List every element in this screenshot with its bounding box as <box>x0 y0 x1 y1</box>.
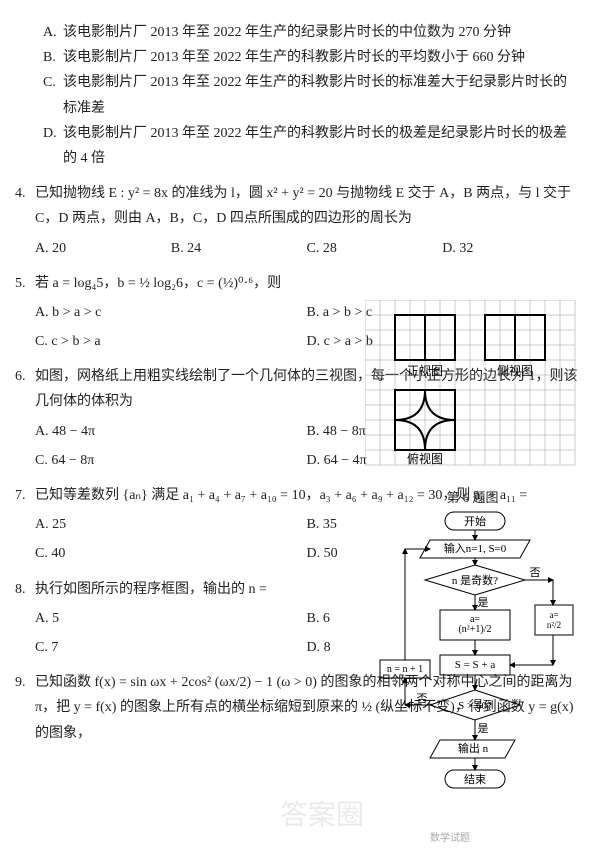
opt-c: C. 28 <box>307 236 443 261</box>
opt-d: D. 32 <box>442 236 578 261</box>
q-number: 7. <box>15 483 35 567</box>
opt-letter: A. <box>43 20 63 45</box>
opt-c: C. 64 − 8π <box>35 448 307 473</box>
opt-text: 该电影制片厂 2013 年至 2022 年生产的科教影片时长的极差是纪录影片时长… <box>63 121 578 171</box>
q-text: 已知抛物线 E : y² = 8x 的准线为 l，圆 x² + y² = 20 … <box>35 181 578 231</box>
opt-b: B. 24 <box>171 236 307 261</box>
opt-a: A. b > a > c <box>35 300 307 325</box>
front-label: 正视图 <box>407 363 443 378</box>
side-label: 侧视图 <box>497 363 533 378</box>
svg-text:a=: a= <box>549 610 558 620</box>
flow-input: 输入n=1, S=0 <box>444 541 507 555</box>
flow-yes2: 是 <box>478 722 489 735</box>
q3-options: A.该电影制片厂 2013 年至 2022 年生产的纪录影片时长的中位数为 27… <box>15 20 578 171</box>
opt-c: C. c > b > a <box>35 329 307 354</box>
flow-cond1: n 是奇数? <box>452 574 498 587</box>
opt-a: A. 48 − 4π <box>35 419 307 444</box>
flow-output: 输出 n <box>458 741 489 755</box>
opt-a: A. 25 <box>35 512 307 537</box>
opt-c: C. 7 <box>35 635 307 660</box>
q-number: 4. <box>15 181 35 261</box>
side-view <box>485 315 545 360</box>
opt-text: 该电影制片厂 2013 年至 2022 年生产的科教影片时长的平均数小于 660… <box>63 45 578 70</box>
flow-accum: S = S + a <box>455 659 496 671</box>
opt-letter: D. <box>43 121 63 171</box>
opt-text: 该电影制片厂 2013 年至 2022 年生产的纪录影片时长的中位数为 270 … <box>63 20 578 45</box>
flow-yes1: 是 <box>478 596 489 609</box>
figure-6: 正视图 侧视图 俯视图 第 6 题图 <box>365 300 580 510</box>
flow-inc: n = n + 1 <box>387 664 423 675</box>
front-view <box>395 315 455 360</box>
top-label: 俯视图 <box>407 451 443 466</box>
flow-calcA: (n²+1)/2 <box>458 624 491 635</box>
q-number: 6. <box>15 364 35 473</box>
grid-lines <box>365 300 575 465</box>
watermark: 答案圈 <box>280 790 364 840</box>
opt-a: A. 5 <box>35 606 307 631</box>
opt-c: C. 40 <box>35 541 307 566</box>
flow-no1: 否 <box>530 567 541 579</box>
flow-cond2: S > 60? <box>458 700 492 712</box>
q-text: 若 a = log₄5，b = ½ log₂6，c = (½)⁰·⁶，则 <box>35 271 578 296</box>
opt-text: 该电影制片厂 2013 年至 2022 年生产的科教影片时长的标准差大于纪录影片… <box>63 70 578 120</box>
q-number: 9. <box>15 670 35 746</box>
watermark-small: 数学试题 <box>430 830 470 848</box>
flow-no2: 否 <box>417 693 428 705</box>
opt-a: A. 20 <box>35 236 171 261</box>
q-number: 5. <box>15 271 35 355</box>
flow-calcB: n²/2 <box>547 620 561 630</box>
opt-letter: C. <box>43 70 63 120</box>
question-4: 4. 已知抛物线 E : y² = 8x 的准线为 l，圆 x² + y² = … <box>15 181 578 261</box>
flow-start: 开始 <box>464 514 486 528</box>
opt-letter: B. <box>43 45 63 70</box>
figure-6-caption: 第 6 题图 <box>365 486 580 509</box>
q-number: 8. <box>15 577 35 661</box>
figure-7-flowchart: 开始 输入n=1, S=0 n 是奇数? 是 否 a= (n²+1)/2 a= … <box>375 510 575 849</box>
flow-end: 结束 <box>464 773 486 786</box>
